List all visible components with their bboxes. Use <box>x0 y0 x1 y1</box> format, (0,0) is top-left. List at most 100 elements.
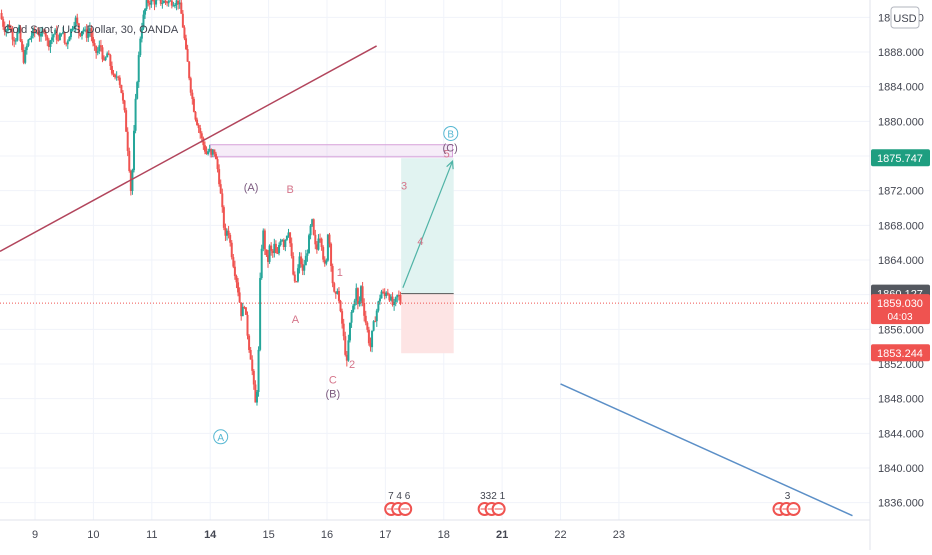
candle-body <box>364 315 367 323</box>
price-axis[interactable]: 1836.000 1840.000 1844.000 1848.000 1852.000… <box>878 12 924 509</box>
candle-body <box>229 234 232 243</box>
candle-body <box>254 384 257 403</box>
candle-body <box>219 184 222 194</box>
price-badge <box>871 149 930 167</box>
candle-body <box>363 303 366 316</box>
candle-body <box>155 0 158 5</box>
candle-body <box>350 312 353 323</box>
price-layer <box>0 0 402 406</box>
candle-body <box>106 53 109 58</box>
y-tick-label: 1848.000 <box>878 394 924 406</box>
y-tick-label: 1868.000 <box>878 220 924 232</box>
candle-body <box>131 170 134 192</box>
candle-body <box>35 31 38 33</box>
projection-arrow[interactable] <box>402 160 454 288</box>
candle-body <box>341 311 344 324</box>
wave-label: (A) <box>244 182 259 194</box>
wave-label: 5 <box>444 148 450 160</box>
stop-zone[interactable] <box>401 293 454 354</box>
candle-body <box>186 49 189 62</box>
currency-button[interactable]: USD <box>893 13 916 25</box>
candle-body <box>0 13 3 20</box>
y-tick-label: 1840.000 <box>878 463 924 475</box>
candle-body <box>249 349 252 360</box>
candle-body <box>117 76 120 78</box>
candle-body <box>167 1 170 4</box>
y-tick-label: 1856.000 <box>878 324 924 336</box>
candle-body <box>11 31 14 40</box>
candle-body <box>134 98 137 131</box>
candle-body <box>90 28 93 38</box>
candle-body <box>248 335 251 350</box>
candle-body <box>41 30 44 34</box>
y-tick-label: 1872.000 <box>878 186 924 198</box>
candle-body <box>79 33 82 36</box>
candle-body <box>151 0 154 1</box>
candle-body <box>142 14 145 29</box>
candle-body <box>263 230 266 250</box>
candle-body <box>230 242 233 258</box>
candle-body <box>183 27 186 39</box>
candle-body <box>71 28 74 30</box>
candle-body <box>233 266 236 277</box>
candle-body <box>177 0 180 5</box>
candle-body <box>107 53 110 55</box>
event-marker-layer[interactable]: 7 4 6 332 1 3 <box>384 491 801 516</box>
candle-body <box>191 92 194 99</box>
symbol-title: Gold Spot / U.S. Dollar, 30, OANDA <box>4 24 179 36</box>
candle-body <box>315 244 318 250</box>
candle-body <box>28 38 31 40</box>
x-tick-label: 10 <box>87 529 99 541</box>
candle-body <box>123 100 126 111</box>
candle-body <box>356 288 359 305</box>
rising-trendline[interactable] <box>0 45 377 252</box>
candle-body <box>326 234 329 261</box>
candle-body <box>57 39 60 41</box>
candle-body <box>298 256 301 269</box>
candle-body <box>322 247 325 260</box>
candle-body <box>278 245 281 254</box>
candle-body <box>30 35 33 39</box>
candle-body <box>47 40 50 47</box>
candle-body <box>104 57 107 60</box>
candle-body <box>262 230 265 249</box>
candle-body <box>366 322 369 330</box>
candle-body <box>46 36 49 41</box>
candle-body <box>325 260 328 264</box>
candle-body <box>159 0 162 4</box>
candle-body <box>170 0 173 6</box>
candle-body <box>361 286 364 304</box>
candle-body <box>348 322 351 341</box>
price-badge-countdown: 04:03 <box>887 312 912 323</box>
candle-body <box>76 17 79 24</box>
candle-body <box>328 234 331 244</box>
candle-body <box>369 343 372 348</box>
candle-body <box>208 149 211 152</box>
candle-body <box>319 238 322 240</box>
candle-body <box>210 149 213 155</box>
candle-body <box>396 294 399 298</box>
wave-label: A <box>217 433 224 444</box>
trendline-layer[interactable] <box>0 45 870 517</box>
resistance-zone[interactable] <box>209 144 454 158</box>
candle-body <box>96 51 99 53</box>
candle-body <box>24 50 27 63</box>
candle-body <box>92 37 95 44</box>
candle-body <box>304 255 307 266</box>
candle-body <box>101 47 104 60</box>
falling-trendline[interactable] <box>560 383 853 517</box>
candle-body <box>374 321 377 323</box>
candle-body <box>218 169 221 185</box>
y-tick-label: 1880.000 <box>878 116 924 128</box>
candle-body <box>334 291 337 294</box>
candle-body <box>196 119 199 126</box>
time-axis[interactable]: 9 10 11 14 15 16 17 18 21 22 23 <box>32 529 625 541</box>
wave-label: 4 <box>417 236 423 248</box>
price-badge <box>871 344 930 362</box>
candle-body <box>150 0 153 5</box>
currency-button-frame[interactable] <box>890 6 920 29</box>
candle-body <box>307 235 310 254</box>
wave-label: (B) <box>325 388 340 400</box>
